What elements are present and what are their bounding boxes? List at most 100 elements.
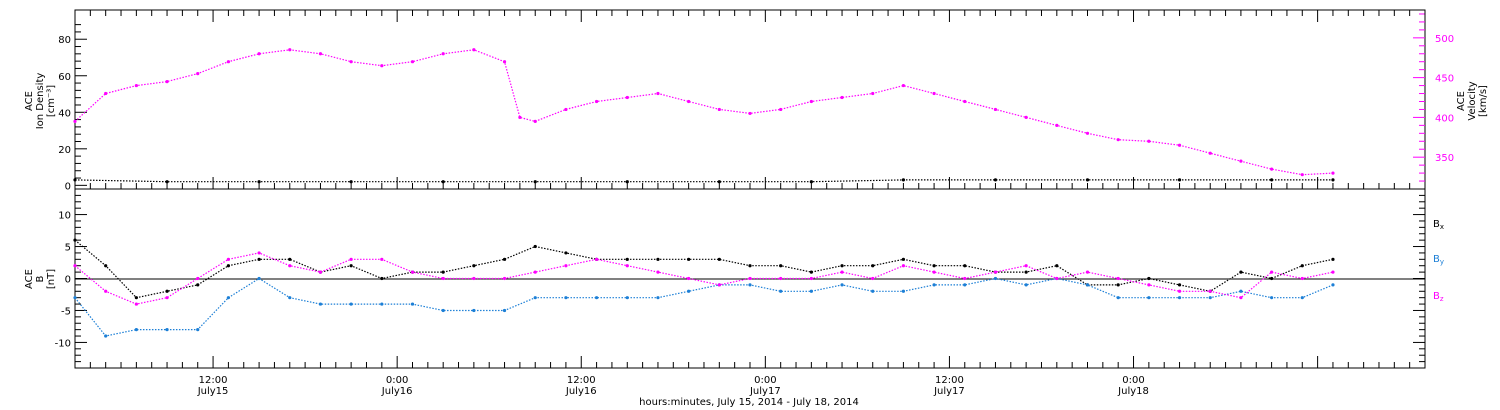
bz-point — [1239, 296, 1243, 300]
bx-point — [779, 264, 783, 268]
bz-point — [687, 276, 691, 281]
velocity-point — [748, 111, 752, 116]
by-point — [1024, 283, 1028, 287]
velocity-tick-label: 450 — [1435, 74, 1454, 85]
velocity-point — [1116, 138, 1120, 142]
bx-point — [840, 264, 844, 268]
bz-point — [564, 264, 568, 268]
velocity-point — [1055, 123, 1059, 127]
field-axis-label-line3: [nT] — [46, 269, 57, 289]
ion-density-point — [1269, 178, 1274, 182]
bx-point — [1239, 270, 1243, 274]
velocity-trace — [74, 49, 1334, 176]
series-layer — [73, 48, 1335, 338]
velocity-point — [963, 99, 967, 104]
bx-point — [441, 270, 445, 274]
date-tick-label: July16 — [381, 386, 413, 397]
bz-trace — [74, 252, 1334, 305]
bz-point — [410, 270, 415, 274]
bz-point — [1024, 264, 1028, 268]
bx-point — [472, 264, 476, 268]
velocity-point — [533, 119, 537, 123]
velocity-point — [1024, 115, 1028, 119]
field-tick-label: 0 — [65, 275, 71, 286]
bz-point — [134, 302, 138, 306]
bx-point — [871, 264, 875, 268]
by-point — [349, 302, 353, 306]
bx-point — [196, 283, 200, 287]
ion-density-point — [1177, 178, 1182, 182]
bz-point — [533, 270, 537, 274]
bz-point — [288, 264, 292, 268]
bz-point — [901, 264, 906, 268]
velocity-point — [318, 52, 323, 56]
velocity-point — [226, 60, 231, 64]
bx-point — [687, 257, 691, 261]
velocity-point — [932, 91, 936, 96]
time-tick-label: 12:00 — [567, 375, 596, 386]
bz-point — [809, 276, 813, 281]
time-tick-label: 0:00 — [754, 375, 776, 386]
bz-point — [748, 276, 752, 281]
bx-point — [1177, 283, 1182, 287]
legend-bx: Bx — [1433, 219, 1444, 231]
velocity-point — [809, 99, 813, 104]
velocity-point — [73, 119, 77, 123]
top-panel-frame — [74, 9, 1426, 190]
velocity-point — [472, 48, 476, 52]
field-tick-label: 5 — [65, 243, 71, 254]
velocity-point — [410, 60, 415, 64]
by-point — [318, 302, 323, 306]
velocity-point — [196, 72, 200, 76]
density-axis-label-line3: [cm⁻³] — [46, 85, 57, 117]
bz-point — [656, 270, 660, 274]
bx-point — [748, 264, 752, 268]
velocity-point — [1300, 173, 1304, 177]
by-point — [226, 296, 231, 300]
ion-density-trace — [74, 179, 1333, 183]
time-axis-ticks: 12:00July150:00July1612:00July160:00July… — [74, 10, 1426, 397]
velocity-point — [564, 107, 568, 112]
bx-point — [502, 257, 507, 261]
by-point — [1085, 283, 1090, 287]
bz-point — [318, 270, 323, 274]
velocity-point — [594, 99, 599, 104]
ion-density-point — [257, 180, 261, 184]
ion-density-point — [625, 180, 629, 184]
by-point — [104, 334, 108, 338]
velocity-point — [1177, 143, 1182, 147]
bx-point — [1024, 270, 1028, 274]
bz-point — [349, 257, 353, 261]
bx-point — [564, 251, 568, 255]
velocity-point — [871, 91, 875, 96]
velocity-point — [518, 115, 522, 119]
bz-point — [380, 257, 384, 261]
by-point — [1239, 289, 1243, 293]
by-point — [441, 308, 445, 313]
density-tick-label: 80 — [58, 35, 71, 46]
bz-point — [104, 289, 108, 293]
by-point — [533, 296, 537, 300]
ion-density-point — [901, 178, 906, 182]
time-tick-label: 0:00 — [1122, 375, 1144, 386]
bz-point — [871, 276, 875, 281]
bx-point — [963, 264, 967, 268]
bz-point — [717, 283, 721, 287]
by-point — [625, 296, 629, 300]
velocity-point — [717, 107, 721, 112]
by-point — [871, 289, 875, 293]
bz-point — [594, 257, 599, 261]
velocity-axis-ticks: 350 400 450 500 — [1413, 13, 1454, 182]
velocity-point — [687, 99, 691, 104]
by-point — [134, 328, 138, 332]
bx-point — [932, 264, 936, 268]
ion-density-point — [165, 180, 169, 184]
bz-point — [1300, 276, 1304, 281]
ion-density-point — [73, 178, 77, 182]
bz-point — [441, 276, 445, 281]
bz-point — [226, 257, 231, 261]
field-tick-label: -5 — [61, 306, 71, 317]
bz-point — [257, 251, 261, 255]
bz-point — [1116, 276, 1120, 281]
